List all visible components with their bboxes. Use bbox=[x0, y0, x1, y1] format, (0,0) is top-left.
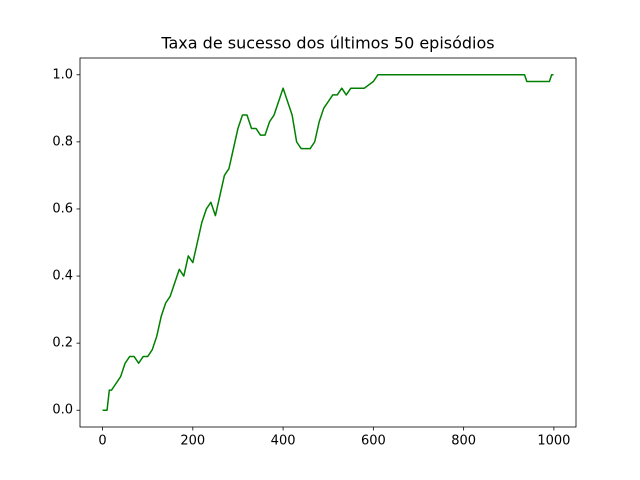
y-tick-label: 0.2 bbox=[52, 336, 73, 351]
x-tick-label: 0 bbox=[98, 434, 106, 449]
x-tick-label: 800 bbox=[451, 434, 476, 449]
x-tick-label: 1000 bbox=[537, 434, 570, 449]
x-tick-label: 200 bbox=[180, 434, 205, 449]
axes-frame bbox=[79, 57, 577, 428]
y-tick-label: 0.0 bbox=[52, 403, 73, 418]
y-tick-label: 0.8 bbox=[52, 134, 73, 149]
data-line bbox=[102, 74, 554, 411]
x-tick-label: 400 bbox=[271, 434, 296, 449]
chart-title: Taxa de sucesso dos últimos 50 episódios bbox=[160, 34, 494, 53]
y-tick-label: 0.4 bbox=[52, 269, 73, 284]
y-tick-label: 1.0 bbox=[52, 67, 73, 82]
x-tick-label: 600 bbox=[361, 434, 386, 449]
y-tick-label: 0.6 bbox=[52, 201, 73, 216]
